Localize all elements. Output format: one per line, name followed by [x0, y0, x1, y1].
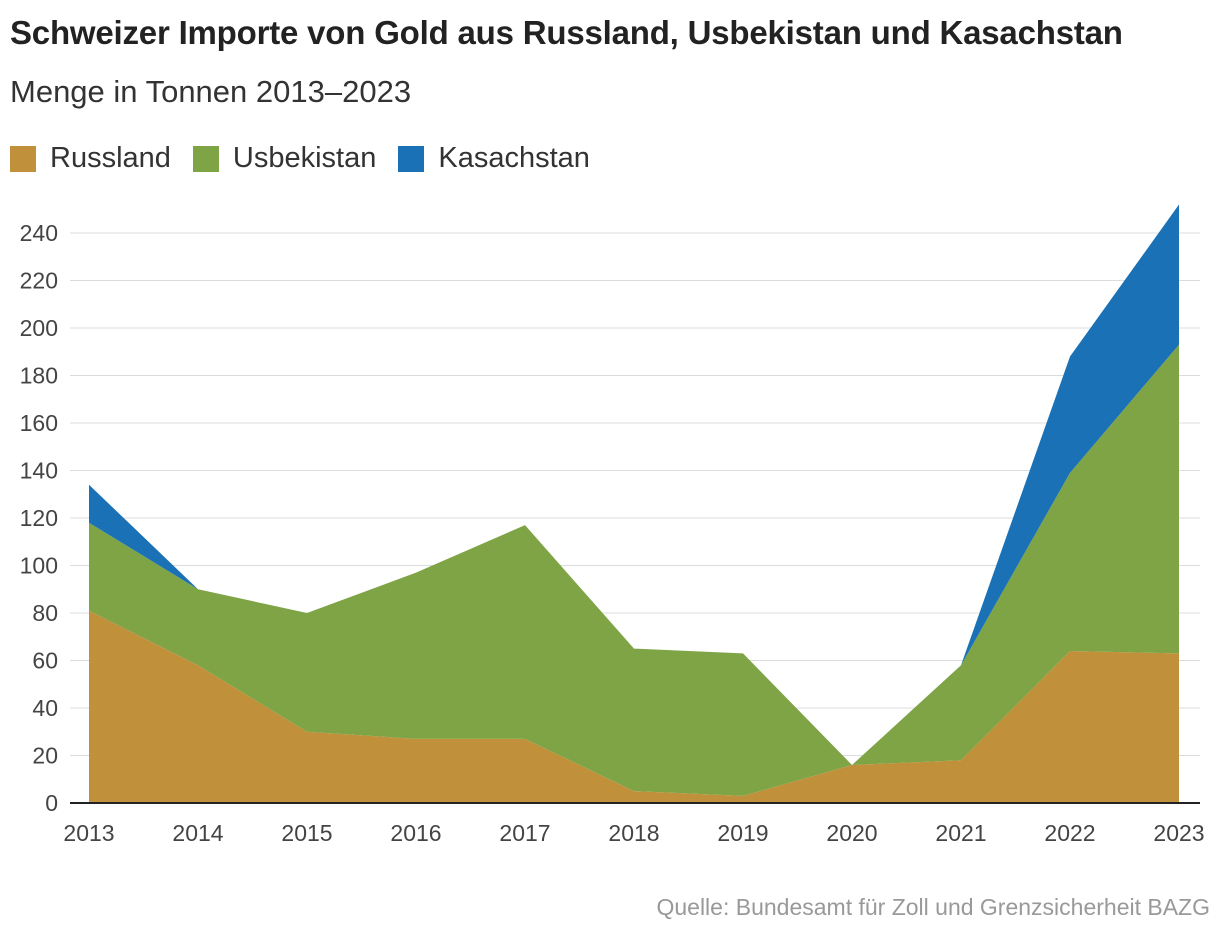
y-tick-label: 140: [20, 458, 58, 484]
legend-item-kasachstan: Kasachstan: [398, 142, 590, 175]
legend-label-usbekistan: Usbekistan: [232, 142, 377, 174]
x-tick-label: 2023: [1153, 820, 1204, 846]
legend-swatch-usbekistan: [192, 145, 219, 172]
y-tick-label: 0: [45, 790, 58, 816]
x-tick-label: 2013: [63, 820, 114, 846]
y-tick-label: 240: [20, 220, 58, 246]
y-tick-label: 220: [20, 268, 58, 294]
legend-swatch-russland: [10, 145, 36, 172]
y-tick-label: 180: [20, 363, 58, 389]
legend-swatch-kasachstan: [398, 145, 425, 172]
y-tick-label: 200: [20, 315, 58, 341]
y-tick-label: 160: [20, 410, 58, 436]
y-tick-label: 120: [20, 505, 58, 531]
x-tick-label: 2019: [717, 820, 768, 846]
y-tick-label: 100: [20, 553, 58, 579]
y-tick-label: 80: [32, 600, 58, 626]
x-tick-label: 2018: [608, 820, 659, 846]
legend-label-russland: Russland: [50, 142, 171, 174]
x-tick-label: 2017: [499, 820, 550, 846]
chart-subtitle: Menge in Tonnen 2013–2023: [10, 74, 412, 109]
legend-label-kasachstan: Kasachstan: [438, 142, 590, 174]
y-tick-label: 40: [32, 695, 58, 721]
x-tick-label: 2014: [172, 820, 223, 846]
source-note: Quelle: Bundesamt für Zoll und Grenzsich…: [656, 894, 1210, 920]
legend-item-russland: Russland: [10, 142, 171, 175]
x-tick-label: 2021: [935, 820, 986, 846]
x-tick-label: 2015: [281, 820, 332, 846]
chart-title: Schweizer Importe von Gold aus Russland,…: [10, 14, 1123, 51]
x-tick-label: 2016: [390, 820, 441, 846]
legend-item-usbekistan: Usbekistan: [192, 142, 377, 175]
legend: Russland Usbekistan Kasachstan: [10, 142, 612, 175]
area-series-russland: [89, 610, 1179, 803]
x-tick-label: 2022: [1044, 820, 1095, 846]
area-series-usbekistan: [89, 344, 1179, 796]
y-tick-label: 60: [32, 648, 58, 674]
y-tick-label: 20: [32, 743, 58, 769]
x-tick-label: 2020: [826, 820, 877, 846]
